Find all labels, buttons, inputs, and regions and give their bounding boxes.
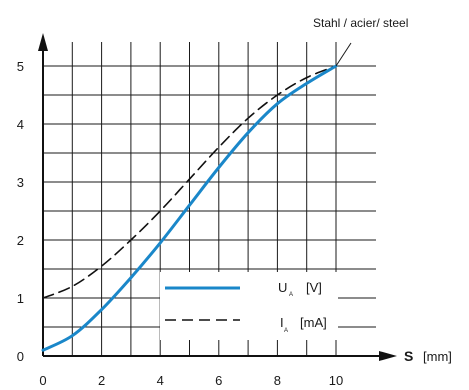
x-axis-unit: [mm] <box>423 349 452 364</box>
series-line-ia <box>42 65 337 299</box>
x-tick-label: 10 <box>329 373 343 388</box>
y-tick-label: 5 <box>17 59 24 74</box>
annotation-label: Stahl / acier/ steel <box>313 16 408 30</box>
y-tick-label: 0 <box>17 349 24 364</box>
legend-unit-u: [V] <box>306 280 322 295</box>
tick-labels: 0 2 4 6 8 10 0 1 2 3 4 5 <box>17 59 343 388</box>
x-axis-arrow <box>379 351 397 361</box>
legend: U A [V] I A [mA] <box>160 272 338 340</box>
x-tick-label: 4 <box>157 373 164 388</box>
legend-unit-i: [mA] <box>300 315 327 330</box>
x-tick-label: 2 <box>98 373 105 388</box>
legend-sub-u: A <box>289 292 293 298</box>
y-tick-label: 4 <box>17 117 24 132</box>
legend-label-u: U <box>278 280 287 295</box>
axes <box>38 33 397 361</box>
legend-sub-i: A <box>284 328 288 334</box>
x-tick-label: 8 <box>274 373 281 388</box>
series-line-ua <box>41 64 338 352</box>
x-axis-label: S <box>404 348 413 364</box>
y-tick-label: 2 <box>17 233 24 248</box>
y-tick-label: 1 <box>17 291 24 306</box>
legend-label-i: I <box>280 315 284 330</box>
legend-box <box>160 272 338 340</box>
grid <box>43 42 376 356</box>
annotation-leader <box>335 42 352 67</box>
y-axis-arrow <box>38 33 48 51</box>
y-tick-label: 3 <box>17 175 24 190</box>
x-tick-label: 6 <box>215 373 222 388</box>
series-lines <box>41 64 338 352</box>
x-tick-label: 0 <box>39 373 46 388</box>
